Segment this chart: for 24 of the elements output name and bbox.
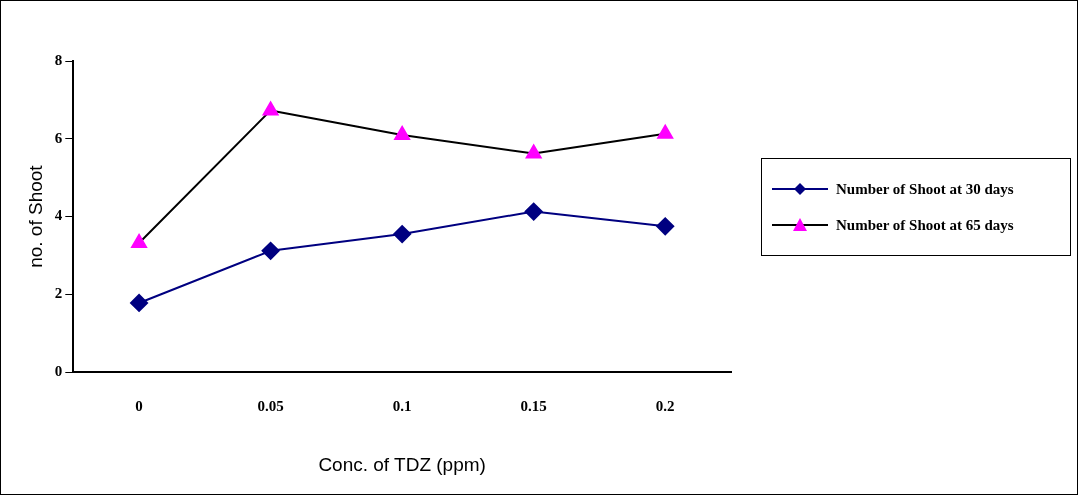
- legend-label: Number of Shoot at 65 days: [836, 216, 1014, 234]
- point: [131, 234, 147, 249]
- y-tick-label: 2: [54, 285, 63, 302]
- point: [261, 241, 280, 260]
- x-axis-title: Conc. of TDZ (ppm): [318, 453, 486, 475]
- x-tick-label: 0.1: [392, 398, 412, 415]
- point: [656, 217, 675, 236]
- y-axis-title: no. of Shoot: [24, 164, 46, 268]
- point: [657, 124, 674, 139]
- x-tick-label: 0: [135, 398, 143, 415]
- legend-label: Number of Shoot at 30 days: [836, 180, 1014, 198]
- y-tick-label: 6: [54, 129, 63, 146]
- point: [394, 125, 411, 140]
- y-tick-label: 4: [54, 207, 63, 224]
- point: [524, 202, 543, 221]
- x-tick-label: 0.05: [257, 398, 284, 415]
- point: [525, 144, 542, 159]
- point: [130, 293, 149, 312]
- x-tick-label: 0.2: [655, 398, 675, 415]
- x-tick-label: 0.15: [520, 398, 547, 415]
- point: [262, 101, 279, 116]
- y-tick-label: 0: [54, 363, 63, 380]
- y-tick-label: 8: [54, 51, 63, 68]
- point: [393, 225, 412, 244]
